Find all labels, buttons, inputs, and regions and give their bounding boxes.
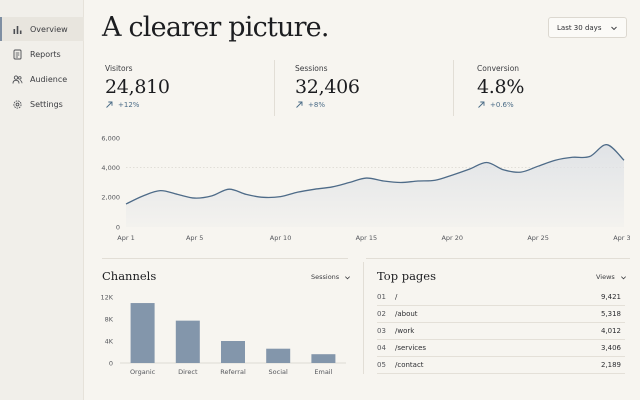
y-tick-label: 6,000	[101, 134, 120, 142]
chevron-down-icon	[611, 26, 617, 31]
sidebar-item-settings[interactable]: Settings	[0, 92, 84, 116]
y-tick-label: 12K	[100, 293, 113, 301]
channels-metric-select[interactable]: Sessions	[311, 273, 351, 281]
trend-up-icon	[478, 101, 485, 108]
sidebar-item-overview[interactable]: Overview	[0, 17, 84, 41]
x-tick-label: Apr 25	[527, 234, 549, 242]
sidebar-item-label: Reports	[30, 49, 61, 59]
sidebar: Overview Reports Audience Settings	[0, 0, 84, 400]
bar-email	[311, 354, 336, 363]
trend-up-icon	[106, 101, 113, 108]
chevron-down-icon	[345, 275, 351, 279]
page-path: /work	[395, 327, 415, 335]
x-tick-label: Apr 15	[356, 234, 378, 242]
row-rank: 02	[377, 310, 386, 318]
row-divider	[377, 322, 625, 323]
top-page-row[interactable]: 04/services 3,406	[377, 340, 625, 357]
stat-divider	[453, 60, 454, 116]
row-divider	[377, 339, 625, 340]
page-views: 5,318	[600, 310, 621, 318]
sidebar-item-reports[interactable]: Reports	[0, 42, 84, 66]
y-tick-label: 4,000	[101, 164, 120, 172]
x-tick-label: Apr 1	[117, 234, 134, 242]
stat-label: Conversion	[477, 64, 520, 73]
category-label: Referral	[220, 368, 246, 376]
row-rank: 03	[377, 327, 386, 335]
y-tick-label: 4K	[105, 337, 114, 345]
page-path: /contact	[395, 361, 424, 369]
trend-up-icon	[296, 101, 303, 108]
visitors-area-chart: 0 2,000 4,000 6,000 Apr 1 Apr 5 Apr 10 Apr 15 Ap…	[101, 134, 630, 242]
stat-value: 32,406	[295, 76, 360, 98]
y-tick-label: 0	[109, 359, 113, 367]
stat-sessions: Sessions 32,406 +8%	[295, 62, 445, 116]
document-icon	[12, 49, 23, 60]
top-page-row[interactable]: 03/work 4,012	[377, 323, 625, 340]
sidebar-item-label: Settings	[30, 99, 63, 109]
area-fill	[126, 144, 624, 227]
page-path: /	[395, 293, 398, 301]
y-tick-label: 8K	[105, 315, 114, 323]
category-label: Social	[269, 368, 288, 376]
row-rank: 01	[377, 293, 386, 301]
category-label: Direct	[178, 368, 198, 376]
row-rank: 04	[377, 344, 386, 352]
top-pages-title: Top pages	[377, 269, 437, 283]
gear-icon	[12, 99, 23, 110]
stat-value: 4.8%	[477, 76, 525, 98]
bar-direct	[175, 320, 200, 363]
visitors-line	[125, 144, 625, 205]
page-views: 2,189	[600, 361, 621, 369]
stat-visitors: Visitors 24,810 +12%	[105, 62, 255, 116]
chevron-down-icon	[620, 275, 626, 279]
page-path: /services	[395, 344, 427, 352]
section-divider	[102, 258, 348, 259]
stat-delta: +8%	[295, 100, 325, 109]
y-tick-label: 2,000	[101, 194, 120, 202]
page-path: /about	[395, 310, 418, 318]
x-tick-label: Apr 5	[186, 234, 203, 242]
x-tick-label: Apr 30	[613, 234, 630, 242]
sidebar-item-audience[interactable]: Audience	[0, 67, 84, 91]
channels-title: Channels	[102, 269, 157, 283]
stat-divider	[274, 60, 275, 116]
top-page-row[interactable]: 02/about 5,318	[377, 306, 625, 323]
x-tick-label: Apr 20	[441, 234, 463, 242]
row-rank: 05	[377, 361, 386, 369]
top-page-row[interactable]: 05/contact 2,189	[377, 357, 625, 374]
row-divider	[377, 305, 625, 306]
stat-delta: +0.6%	[477, 100, 514, 109]
panel-divider	[363, 262, 364, 374]
section-divider	[366, 258, 630, 259]
top-page-row[interactable]: 01 / 9,421	[377, 289, 625, 306]
page-views: 4,012	[600, 327, 621, 335]
sidebar-item-label: Overview	[30, 24, 68, 34]
bar-organic	[130, 303, 155, 363]
category-label: Email	[314, 368, 332, 376]
bar-referral	[221, 341, 245, 363]
bar-chart-icon	[12, 24, 23, 35]
date-range-value: Last 30 days	[557, 23, 602, 32]
page-views: 9,421	[600, 293, 621, 301]
sidebar-item-label: Audience	[30, 74, 68, 84]
stat-delta: +12%	[105, 100, 139, 109]
x-tick-label: Apr 10	[270, 234, 292, 242]
page-views: 3,406	[600, 344, 621, 352]
row-divider	[377, 356, 625, 357]
stat-conversion: Conversion 4.8% +0.6%	[477, 62, 617, 116]
stat-label: Sessions	[295, 64, 328, 73]
stat-value: 24,810	[105, 76, 170, 98]
channels-bar-chart: 12K 8K 4K 0 Organic Direct Referral Social Email	[100, 293, 346, 376]
bar-social	[266, 348, 291, 363]
date-range-select[interactable]: Last 30 days	[548, 17, 627, 38]
top-pages-metric-select[interactable]: Views	[596, 273, 627, 281]
y-tick-label: 0	[116, 223, 120, 231]
row-divider	[377, 373, 625, 374]
page-title: A clearer picture.	[102, 12, 329, 43]
stat-label: Visitors	[105, 64, 133, 73]
category-label: Organic	[130, 368, 156, 376]
users-icon	[12, 74, 23, 85]
